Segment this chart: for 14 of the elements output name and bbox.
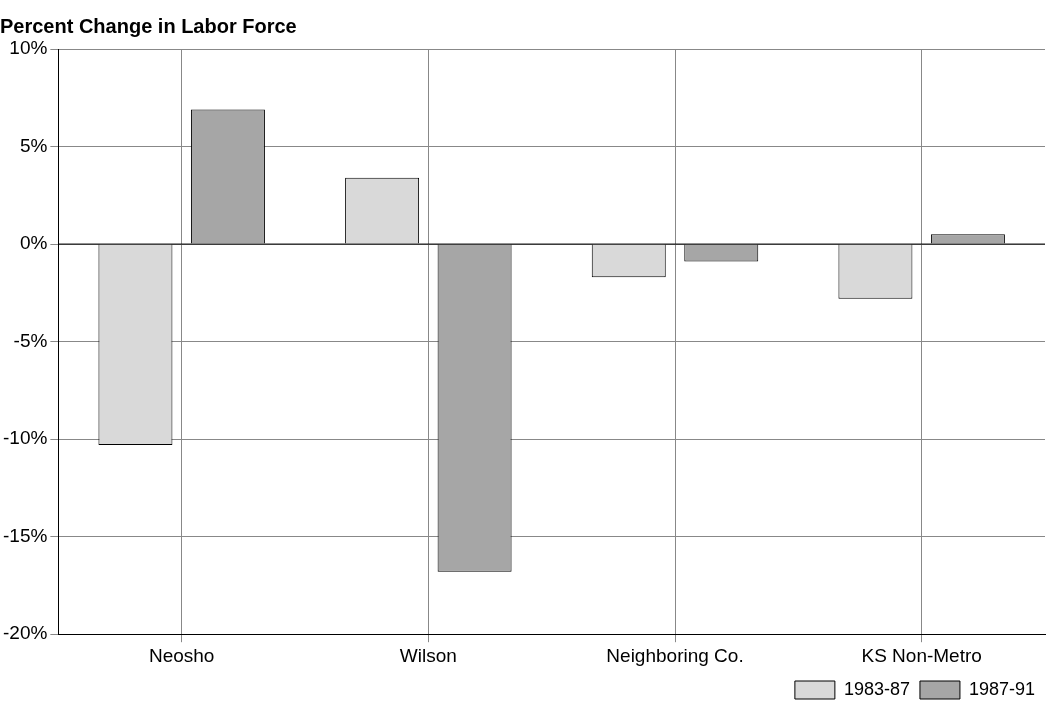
y-tick-label: -15% (3, 524, 48, 546)
x-tick-label: Neosho (148, 644, 215, 666)
y-tick-label: 10% (9, 37, 48, 59)
x-tick-label: KS Non-Metro (861, 644, 982, 666)
y-tick-label: 0% (19, 232, 48, 254)
chart-title: Percent Change in Labor Force (0, 14, 297, 37)
x-tick-label: Wilson (399, 644, 457, 666)
y-tick-label: -10% (3, 427, 48, 449)
legend-label: 1987-91 (968, 678, 1035, 699)
y-tick-label: -5% (13, 329, 48, 351)
legend-label: 1983-87 (843, 678, 910, 699)
x-tick-label: Neighboring Co. (606, 644, 744, 666)
y-tick-label: -20% (3, 622, 48, 644)
y-tick-label: 5% (19, 134, 48, 156)
